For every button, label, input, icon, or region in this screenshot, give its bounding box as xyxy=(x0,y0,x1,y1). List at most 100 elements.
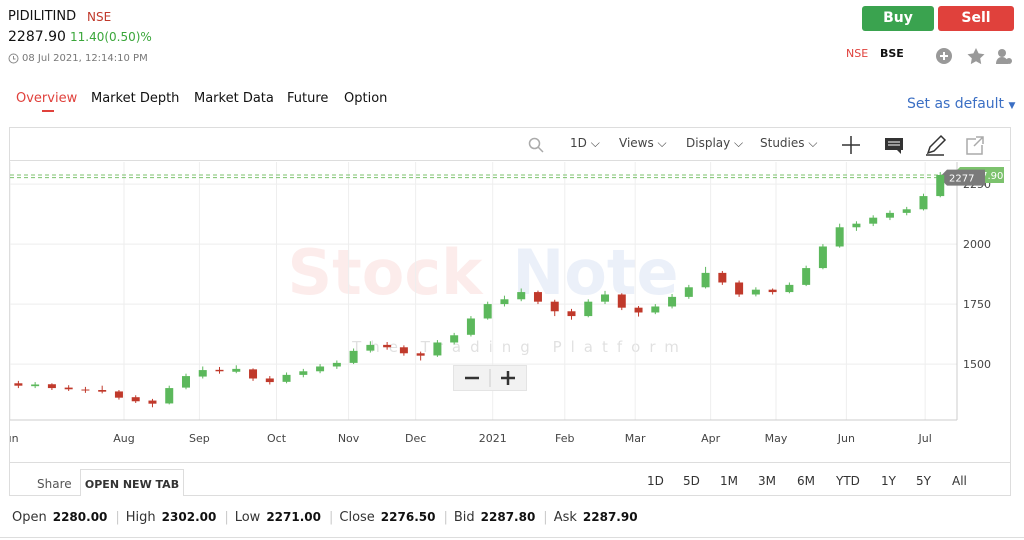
candle-body xyxy=(751,289,760,295)
range[interactable]: 1D xyxy=(647,474,664,488)
popout-icon[interactable] xyxy=(966,136,984,155)
price-tag xyxy=(939,169,985,186)
alert-icon[interactable] xyxy=(996,49,1012,64)
price: 2287.90 xyxy=(8,29,66,45)
x-tick-label: Dec xyxy=(405,432,426,445)
candle-body xyxy=(332,362,341,367)
toolbar-label: 1D xyxy=(570,136,587,150)
range[interactable]: 5Y xyxy=(916,474,931,488)
watermark-subtitle: The Trading Platform xyxy=(351,338,688,356)
share-tab[interactable]: Share xyxy=(37,477,72,491)
range[interactable]: 5D xyxy=(683,474,700,488)
candle-body xyxy=(383,344,392,348)
x-tick-label: May xyxy=(765,432,788,445)
y-tick-label: 1500 xyxy=(963,358,991,371)
range[interactable]: 3M xyxy=(758,474,776,488)
zoom-icons xyxy=(465,369,515,387)
quote-value: 2287.80 xyxy=(480,510,536,524)
quote-label: Close xyxy=(339,510,375,525)
candle-body xyxy=(399,347,408,354)
zoom-in[interactable] xyxy=(501,371,515,385)
buy-button[interactable]: Buy xyxy=(862,6,934,31)
candle-body xyxy=(433,342,442,356)
candle-body xyxy=(668,296,677,307)
candle-body xyxy=(349,350,358,363)
symbol: PIDILITIND xyxy=(8,9,77,24)
candle-body xyxy=(584,301,593,317)
candle-body xyxy=(533,292,542,302)
candle-body xyxy=(684,287,693,297)
candle-body xyxy=(651,306,660,313)
sell-button[interactable]: Sell xyxy=(938,6,1014,31)
caret: ▼ xyxy=(1008,101,1016,111)
exchange-nse[interactable]: NSE xyxy=(846,47,869,60)
range[interactable]: YTD xyxy=(836,474,860,488)
separator: | xyxy=(224,510,229,525)
toolbar-label: Studies xyxy=(760,136,805,150)
candle-body xyxy=(181,376,190,388)
range[interactable]: All xyxy=(952,474,967,488)
x-tick-label: Aug xyxy=(113,432,134,445)
exchange-bse[interactable]: BSE xyxy=(880,47,904,60)
candle-body xyxy=(64,387,73,390)
candle-body xyxy=(232,368,241,372)
chart: Stock Note The Trading Platform 1500 1750 200… xyxy=(10,162,1004,445)
candle-body xyxy=(500,299,509,305)
tab-underline xyxy=(42,110,54,112)
quote-value: 2271.00 xyxy=(266,510,321,524)
set-default[interactable]: Set as default ▼ xyxy=(907,96,1015,112)
candle-body xyxy=(316,366,325,372)
header-icons xyxy=(936,48,1012,65)
candle-body xyxy=(735,282,744,295)
candle-body xyxy=(249,369,258,379)
quote-label: Bid xyxy=(453,510,475,525)
candle-body xyxy=(785,284,794,293)
toolbar-item[interactable]: Views ⌵ xyxy=(619,136,667,150)
clock-icon xyxy=(8,53,19,64)
toolbar-divider xyxy=(10,160,1010,161)
toolbar-item[interactable]: 1D ⌵ xyxy=(570,136,600,150)
x-tick-label: Sep xyxy=(189,432,210,445)
candle-body xyxy=(14,383,23,386)
candle-body xyxy=(131,397,140,402)
candle-body xyxy=(936,174,945,197)
tab[interactable]: Market Data xyxy=(194,91,274,106)
toolbar-item[interactable]: Studies ⌵ xyxy=(760,136,818,150)
candle-body xyxy=(31,384,40,387)
toolbar-item[interactable]: Display ⌵ xyxy=(686,136,744,150)
candle-body xyxy=(483,304,492,319)
change: 11.40(0.50)% xyxy=(70,30,152,44)
candle-body xyxy=(802,268,811,285)
candle-body xyxy=(517,292,526,300)
toolbar-icons xyxy=(842,134,984,156)
tab[interactable]: Overview xyxy=(16,91,78,106)
star-icon[interactable] xyxy=(967,48,985,65)
timestamp: 08 Jul 2021, 12:14:10 PM xyxy=(22,53,148,64)
draw-icon[interactable] xyxy=(926,134,947,156)
tab[interactable]: Option xyxy=(344,91,388,106)
footer-divider xyxy=(10,462,1010,463)
candle-body xyxy=(902,209,911,213)
candle-body xyxy=(617,294,626,308)
exchange: NSE xyxy=(87,10,112,24)
candle-body xyxy=(550,301,559,312)
add-icon[interactable] xyxy=(936,48,952,64)
x-tick-label: Apr xyxy=(701,432,721,445)
quote-label: High xyxy=(125,510,156,525)
tab[interactable]: Market Depth xyxy=(91,91,180,106)
separator: | xyxy=(115,510,120,525)
search-icon[interactable] xyxy=(528,137,544,153)
candle-body xyxy=(634,307,643,313)
candle-body xyxy=(47,384,56,389)
candle-body xyxy=(768,289,777,293)
tab[interactable]: Future xyxy=(287,91,329,106)
candle-body xyxy=(919,196,928,210)
separator: | xyxy=(443,510,448,525)
candle-body xyxy=(835,227,844,247)
range[interactable]: 1Y xyxy=(881,474,896,488)
range[interactable]: 6M xyxy=(797,474,815,488)
range[interactable]: 1M xyxy=(720,474,738,488)
crosshair-icon[interactable] xyxy=(842,136,860,154)
comment-icon[interactable] xyxy=(885,138,903,154)
open-new-tab[interactable]: OPEN NEW TAB xyxy=(80,469,184,496)
